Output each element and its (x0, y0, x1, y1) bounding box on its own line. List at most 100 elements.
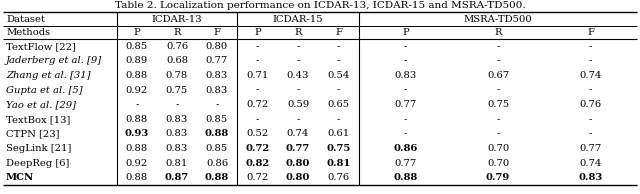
Text: MSRA-TD500: MSRA-TD500 (463, 15, 532, 23)
Text: 0.83: 0.83 (166, 115, 188, 124)
Text: 0.89: 0.89 (126, 56, 148, 65)
Text: -: - (589, 56, 593, 65)
Text: 0.85: 0.85 (206, 115, 228, 124)
Text: 0.81: 0.81 (166, 159, 188, 168)
Text: Methods: Methods (6, 28, 50, 37)
Text: 0.92: 0.92 (126, 86, 148, 95)
Text: 0.88: 0.88 (126, 173, 148, 182)
Text: 0.74: 0.74 (287, 129, 309, 138)
Text: TextFlow [22]: TextFlow [22] (6, 42, 76, 51)
Text: 0.83: 0.83 (166, 144, 188, 153)
Text: 0.83: 0.83 (206, 86, 228, 95)
Text: 0.72: 0.72 (246, 100, 268, 109)
Text: 0.88: 0.88 (126, 144, 148, 153)
Text: 0.77: 0.77 (394, 159, 417, 168)
Text: -: - (255, 86, 259, 95)
Text: -: - (296, 56, 300, 65)
Text: -: - (496, 56, 500, 65)
Text: 0.77: 0.77 (580, 144, 602, 153)
Text: -: - (175, 100, 179, 109)
Text: ICDAR-15: ICDAR-15 (273, 15, 323, 23)
Text: 0.93: 0.93 (125, 129, 149, 138)
Text: 0.59: 0.59 (287, 100, 309, 109)
Text: -: - (337, 86, 340, 95)
Text: 0.75: 0.75 (326, 144, 351, 153)
Text: DeepReg [6]: DeepReg [6] (6, 159, 69, 168)
Text: 0.88: 0.88 (126, 115, 148, 124)
Text: 0.88: 0.88 (205, 129, 229, 138)
Text: 0.88: 0.88 (393, 173, 417, 182)
Text: -: - (496, 42, 500, 51)
Text: 0.72: 0.72 (245, 144, 269, 153)
Text: 0.71: 0.71 (246, 71, 269, 80)
Text: P: P (134, 28, 140, 37)
Text: P: P (402, 28, 409, 37)
Text: -: - (589, 42, 593, 51)
Text: 0.68: 0.68 (166, 56, 188, 65)
Text: 0.88: 0.88 (205, 173, 229, 182)
Text: 0.74: 0.74 (579, 71, 602, 80)
Text: 0.85: 0.85 (206, 144, 228, 153)
Text: 0.86: 0.86 (206, 159, 228, 168)
Text: R: R (494, 28, 502, 37)
Text: 0.92: 0.92 (126, 159, 148, 168)
Text: -: - (337, 56, 340, 65)
Text: SegLink [21]: SegLink [21] (6, 144, 72, 153)
Text: -: - (337, 115, 340, 124)
Text: Table 2. Localization performance on ICDAR-13, ICDAR-15 and MSRA-TD500.: Table 2. Localization performance on ICD… (115, 2, 525, 10)
Text: 0.83: 0.83 (394, 71, 417, 80)
Text: Gupta et al. [5]: Gupta et al. [5] (6, 86, 83, 95)
Text: -: - (589, 115, 593, 124)
Text: -: - (404, 115, 407, 124)
Text: 0.70: 0.70 (487, 144, 509, 153)
Text: 0.77: 0.77 (394, 100, 417, 109)
Text: -: - (255, 56, 259, 65)
Text: 0.80: 0.80 (286, 159, 310, 168)
Text: -: - (296, 86, 300, 95)
Text: Dataset: Dataset (6, 15, 45, 23)
Text: -: - (496, 86, 500, 95)
Text: 0.83: 0.83 (579, 173, 603, 182)
Text: CTPN [23]: CTPN [23] (6, 129, 60, 138)
Text: 0.54: 0.54 (328, 71, 350, 80)
Text: 0.76: 0.76 (166, 42, 188, 51)
Text: 0.80: 0.80 (286, 173, 310, 182)
Text: Jaderberg et al. [9]: Jaderberg et al. [9] (6, 56, 102, 65)
Text: 0.43: 0.43 (287, 71, 309, 80)
Text: 0.77: 0.77 (286, 144, 310, 153)
Text: 0.72: 0.72 (246, 173, 268, 182)
Text: Zhang et al. [31]: Zhang et al. [31] (6, 71, 90, 80)
Text: -: - (404, 86, 407, 95)
Text: 0.75: 0.75 (166, 86, 188, 95)
Text: MCN: MCN (6, 173, 35, 182)
Text: 0.78: 0.78 (166, 71, 188, 80)
Text: -: - (404, 129, 407, 138)
Text: ICDAR-13: ICDAR-13 (152, 15, 202, 23)
Text: -: - (589, 129, 593, 138)
Text: -: - (255, 115, 259, 124)
Text: 0.76: 0.76 (580, 100, 602, 109)
Text: F: F (214, 28, 221, 37)
Text: 0.76: 0.76 (328, 173, 349, 182)
Text: 0.75: 0.75 (487, 100, 509, 109)
Text: -: - (496, 115, 500, 124)
Text: 0.85: 0.85 (126, 42, 148, 51)
Text: Yao et al. [29]: Yao et al. [29] (6, 100, 76, 109)
Text: -: - (255, 42, 259, 51)
Text: -: - (589, 86, 593, 95)
Text: 0.77: 0.77 (206, 56, 228, 65)
Text: 0.65: 0.65 (328, 100, 349, 109)
Text: 0.52: 0.52 (246, 129, 268, 138)
Text: 0.82: 0.82 (245, 159, 269, 168)
Text: R: R (173, 28, 180, 37)
Text: 0.88: 0.88 (126, 71, 148, 80)
Text: -: - (215, 100, 219, 109)
Text: P: P (254, 28, 260, 37)
Text: -: - (404, 56, 407, 65)
Text: -: - (135, 100, 139, 109)
Text: F: F (587, 28, 594, 37)
Text: -: - (337, 42, 340, 51)
Text: -: - (404, 42, 407, 51)
Text: 0.67: 0.67 (487, 71, 509, 80)
Text: 0.61: 0.61 (328, 129, 350, 138)
